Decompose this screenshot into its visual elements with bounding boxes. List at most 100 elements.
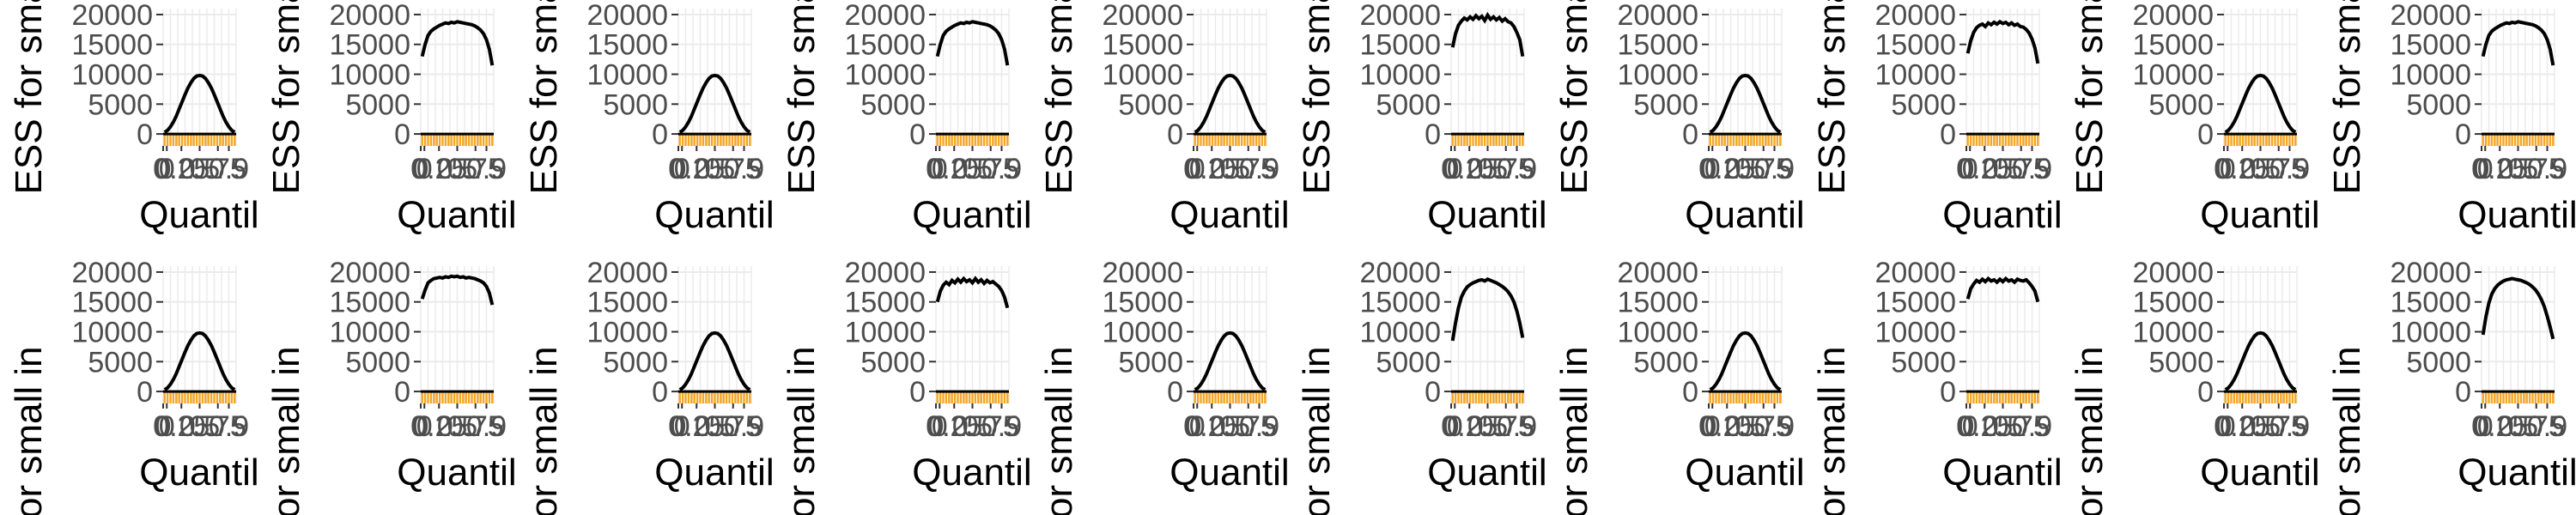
- x-tick-label: 0.75: [190, 153, 246, 185]
- x-tick-label: 0: [1701, 410, 1717, 443]
- ess-bar: [192, 132, 195, 147]
- y-axis-title: ESS for small in: [265, 347, 307, 515]
- ess-bar: [2511, 390, 2513, 404]
- ess-bar: [731, 132, 734, 147]
- y-tick-label: 20000: [1359, 257, 1441, 289]
- y-axis-title: ESS for small in: [265, 0, 307, 194]
- x-tick-label: 0: [1186, 410, 1202, 443]
- y-tick-label: 15000: [2390, 29, 2471, 62]
- ess-bar: [1969, 132, 1972, 147]
- x-tick-label: 0.9: [209, 410, 249, 443]
- ess-bar: [175, 390, 178, 404]
- ess-bar: [163, 390, 166, 404]
- x-tick-label: 0.5: [695, 153, 735, 185]
- ess-bar: [473, 132, 477, 147]
- ess-bar: [178, 132, 180, 147]
- ess-bar: [1194, 390, 1196, 404]
- panel-row1-col4: 05000100001500020000000.250.50.750.9Quan…: [781, 0, 1032, 236]
- ess-bar: [1498, 132, 1501, 147]
- y-tick-label: 10000: [2390, 59, 2471, 92]
- ess-bar: [1522, 390, 1524, 404]
- y-axis-title: ESS for small in: [2326, 347, 2368, 515]
- ess-bar: [1750, 390, 1753, 404]
- ess-bar: [2513, 390, 2517, 404]
- ess-bar: [1738, 132, 1741, 147]
- ess-bar: [977, 390, 980, 404]
- x-tick-label: 0.75: [1735, 153, 1792, 185]
- ess-bar: [710, 390, 714, 404]
- x-tick-label: 0: [1447, 153, 1463, 185]
- ess-bar: [705, 390, 708, 404]
- ess-bar: [2523, 132, 2525, 147]
- ess-bar: [184, 390, 186, 404]
- ess-bar: [2010, 132, 2013, 147]
- x-tick-label: 0.5: [1467, 153, 1508, 185]
- y-tick-label: 20000: [586, 0, 668, 32]
- ess-bar: [2233, 390, 2236, 404]
- ess-bar: [1486, 390, 1489, 404]
- x-tick-label: 0.9: [724, 410, 764, 443]
- ess-bar: [1237, 390, 1240, 404]
- ess-bar: [1457, 132, 1460, 147]
- ess-bar: [936, 132, 939, 147]
- y-tick-label: 20000: [329, 0, 410, 32]
- x-axis-title: Quantil: [2458, 451, 2576, 494]
- ess-bar: [438, 390, 441, 404]
- ess-bar: [441, 390, 444, 404]
- ess-bar: [745, 390, 749, 404]
- x-axis-title: Quantil: [397, 194, 516, 236]
- ess-bar: [1998, 132, 2002, 147]
- y-tick-label: 5000: [1118, 346, 1183, 379]
- ess-bar: [2499, 390, 2502, 404]
- x-tick-label: 0.25: [2214, 410, 2270, 443]
- ess-bar: [195, 390, 198, 404]
- ess-bar: [2540, 390, 2543, 404]
- ess-bar: [1723, 132, 1726, 147]
- ess-bar: [2291, 390, 2294, 404]
- ess-bar: [716, 132, 720, 147]
- ess-bar: [953, 390, 957, 404]
- ess-bar: [2490, 132, 2494, 147]
- x-tick-label: 0: [413, 153, 429, 185]
- y-tick-label: 15000: [1874, 287, 1956, 319]
- ess-bar: [1738, 390, 1741, 404]
- ess-bar: [1480, 132, 1483, 147]
- ess-bar: [473, 390, 477, 404]
- ess-bar: [2494, 132, 2496, 147]
- x-tick-label: 0: [159, 153, 175, 185]
- y-tick-label: 15000: [71, 287, 153, 319]
- ess-bar: [2519, 390, 2523, 404]
- ess-line: [1709, 330, 1782, 391]
- ess-bar: [456, 390, 459, 404]
- ess-bar: [180, 390, 184, 404]
- ess-bar: [2265, 132, 2268, 147]
- y-tick-label: 5000: [2148, 346, 2214, 379]
- ess-bar: [421, 390, 423, 404]
- x-tick-label: 0.9: [2527, 153, 2567, 185]
- y-tick-label: 20000: [71, 257, 153, 289]
- x-tick-label: 0: [2474, 153, 2490, 185]
- ess-bar: [2241, 132, 2245, 147]
- ess-line: [163, 330, 236, 391]
- ess-bar: [2224, 390, 2227, 404]
- ess-bar: [1721, 132, 1723, 147]
- ess-bar: [965, 390, 968, 404]
- ess-bar: [728, 390, 731, 404]
- ess-bar: [1261, 390, 1264, 404]
- x-axis-title: Quantil: [654, 451, 774, 494]
- ess-bar: [1981, 132, 1984, 147]
- ess-bar: [1492, 132, 1495, 147]
- ess-bar: [204, 390, 207, 404]
- ess-bar: [2239, 390, 2241, 404]
- y-axis-title: ESS for small in: [1296, 347, 1338, 515]
- ess-bar: [1483, 132, 1486, 147]
- ess-bar: [195, 132, 198, 147]
- ess-bar: [977, 132, 980, 147]
- ess-bar: [963, 390, 965, 404]
- y-tick-label: 0: [2197, 376, 2214, 409]
- ess-bar: [1474, 132, 1478, 147]
- ess-bar: [2241, 390, 2245, 404]
- ess-bar: [687, 390, 690, 404]
- y-tick-label: 5000: [1891, 88, 1956, 121]
- y-tick-label: 5000: [88, 346, 153, 379]
